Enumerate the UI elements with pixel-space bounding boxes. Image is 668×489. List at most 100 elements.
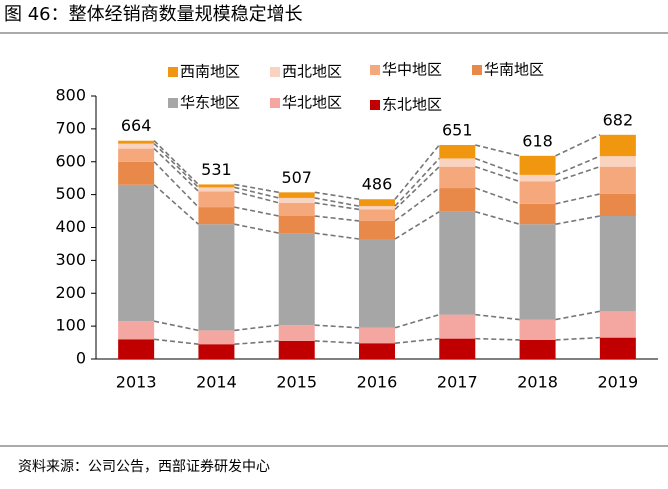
connector-line — [475, 210, 520, 225]
bar-segment — [118, 184, 155, 322]
legend-label: 西北地区 — [282, 63, 342, 81]
connector-line — [234, 190, 279, 204]
x-tick-label: 2017 — [437, 373, 478, 392]
x-tick-label: 2013 — [116, 373, 157, 392]
total-label: 507 — [281, 168, 312, 187]
x-tick-label: 2014 — [196, 373, 237, 392]
y-tick-label: 800 — [55, 86, 86, 105]
total-label: 618 — [522, 131, 553, 150]
connector-line — [394, 313, 440, 329]
connector-line — [555, 336, 600, 341]
total-label: 682 — [603, 110, 634, 129]
bar-segment — [278, 215, 315, 234]
bar-segment — [439, 314, 476, 339]
total-label: 664 — [121, 116, 152, 135]
connector-line — [475, 165, 520, 183]
y-tick-label: 0 — [76, 349, 86, 368]
connector-line — [234, 324, 279, 332]
bar-segment — [278, 192, 315, 198]
connector-line — [555, 193, 601, 205]
legend-swatch — [168, 67, 178, 77]
bar-segment — [198, 224, 235, 331]
bar-segment — [599, 193, 636, 216]
connector-line — [394, 187, 440, 222]
total-label: 486 — [362, 175, 393, 194]
legend-label: 华中地区 — [382, 61, 442, 79]
bar-segment — [278, 325, 315, 341]
chart-title: 图 46：整体经销商数量规模稳定增长 — [4, 4, 303, 25]
bar-segment — [118, 339, 155, 359]
legend-swatch — [370, 100, 380, 110]
bar-segment — [599, 156, 636, 167]
connector-line — [153, 143, 199, 188]
connector-line — [153, 320, 199, 332]
bar-segment — [278, 340, 315, 359]
connector-line — [314, 324, 360, 329]
y-tick-label: 500 — [55, 184, 86, 203]
bar-segment — [118, 143, 155, 149]
bar-segment — [359, 206, 395, 210]
connector-line — [234, 186, 279, 199]
bar-segment — [519, 155, 556, 175]
connector-line — [153, 148, 199, 192]
legend-swatch — [270, 98, 280, 108]
bar-segment — [359, 343, 395, 359]
bar-segment — [359, 209, 395, 221]
bar-segment — [278, 197, 315, 203]
connector-line — [153, 184, 199, 225]
connector-line — [394, 144, 440, 200]
bar-segment — [519, 224, 556, 320]
connector-line — [234, 206, 279, 217]
connector-line — [314, 191, 360, 201]
connector-line — [153, 140, 199, 186]
connector-line — [555, 134, 601, 157]
bar-segment — [439, 166, 476, 189]
legend-swatch — [168, 98, 178, 108]
bar-segment — [599, 337, 636, 359]
connector-line — [394, 157, 440, 207]
connector-line — [475, 187, 520, 205]
legend-swatch — [472, 65, 482, 75]
connector-line — [394, 337, 440, 345]
connector-line — [555, 155, 601, 176]
y-tick-label: 600 — [55, 151, 86, 170]
y-tick-label: 300 — [55, 250, 86, 269]
bar-segment — [519, 181, 556, 204]
x-tick-label: 2015 — [276, 373, 317, 392]
source-note: 资料来源：公司公告，西部证券研发中心 — [18, 459, 270, 475]
bar-segment — [118, 161, 155, 185]
bar-segment — [519, 339, 556, 359]
legend-label: 东北地区 — [382, 96, 442, 114]
bar-segment — [519, 174, 556, 182]
connector-line — [234, 223, 279, 234]
connector-line — [475, 313, 520, 321]
x-tick-label: 2018 — [517, 373, 558, 392]
legend-swatch — [370, 65, 380, 75]
legend-label: 华东地区 — [180, 94, 240, 112]
connector-line — [555, 165, 601, 183]
x-tick-label: 2016 — [357, 373, 398, 392]
connector-line — [475, 144, 520, 157]
bar-segment — [198, 187, 235, 192]
connector-line — [234, 183, 279, 194]
bar-segment — [198, 207, 235, 225]
y-tick-label: 100 — [55, 316, 86, 335]
bar-segment — [599, 166, 636, 194]
bar-segment — [439, 144, 476, 159]
connector-line — [475, 337, 520, 341]
bar-segment — [118, 140, 155, 144]
connector-line — [153, 161, 200, 208]
total-label: 651 — [442, 120, 473, 139]
legend-swatch — [270, 67, 280, 77]
legend-label: 华北地区 — [282, 94, 342, 112]
bar-segment — [198, 184, 235, 188]
x-tick-label: 2019 — [597, 373, 638, 392]
bar-segment — [599, 134, 636, 157]
connector-line — [475, 157, 520, 176]
connector-line — [234, 340, 279, 346]
connector-line — [555, 310, 601, 321]
bar-segment — [278, 202, 315, 216]
bar-segment — [278, 233, 315, 326]
connector-line — [394, 211, 440, 240]
